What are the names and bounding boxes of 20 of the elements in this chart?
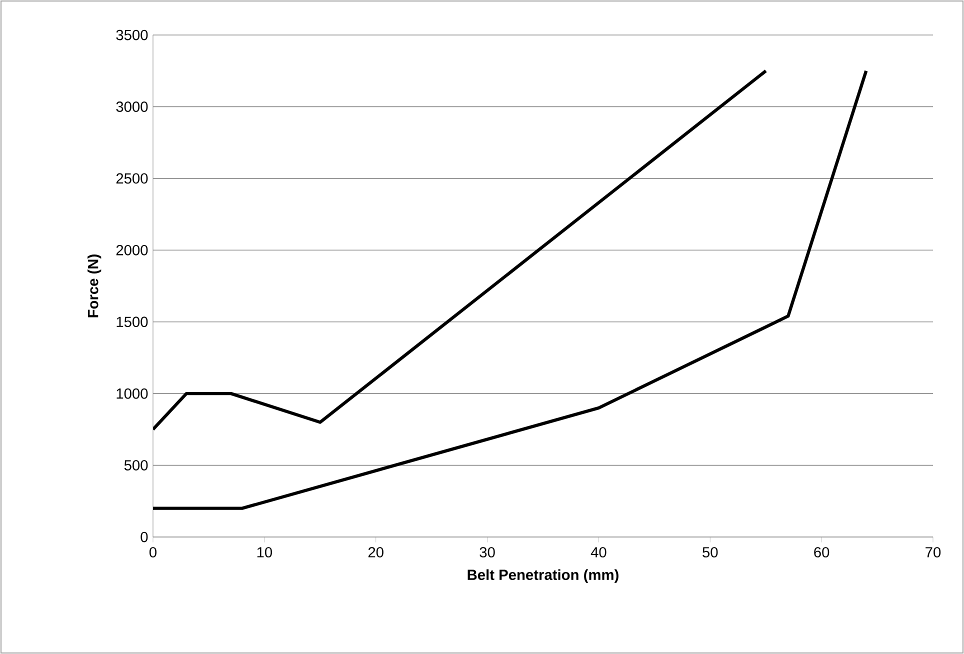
y-tick-label: 2500	[116, 173, 148, 184]
x-tick-label: 30	[480, 547, 495, 558]
y-tick-label: 3500	[116, 30, 148, 40]
x-tick-label: 20	[368, 547, 384, 558]
x-tick-label: 70	[926, 547, 941, 558]
y-axis-title: Force (N)	[88, 254, 102, 318]
x-tick-label: 0	[149, 547, 156, 558]
y-tick-label: 1000	[116, 388, 148, 399]
x-tick-label: 60	[814, 547, 830, 558]
x-tick-label: 50	[702, 547, 718, 558]
y-tick-label: 3000	[116, 102, 148, 112]
y-tick-label: 2000	[116, 244, 148, 256]
y-tick-label: 1500	[116, 316, 148, 328]
line-series	[153, 69, 868, 510]
x-tick-label: 40	[590, 547, 606, 558]
x-tick-label: 10	[257, 547, 272, 558]
x-axis-title: Belt Penetration (mm)	[468, 569, 618, 583]
y-tick-label: 0	[140, 532, 148, 542]
line-series	[153, 69, 768, 432]
y-tick-label: 500	[124, 460, 148, 470]
